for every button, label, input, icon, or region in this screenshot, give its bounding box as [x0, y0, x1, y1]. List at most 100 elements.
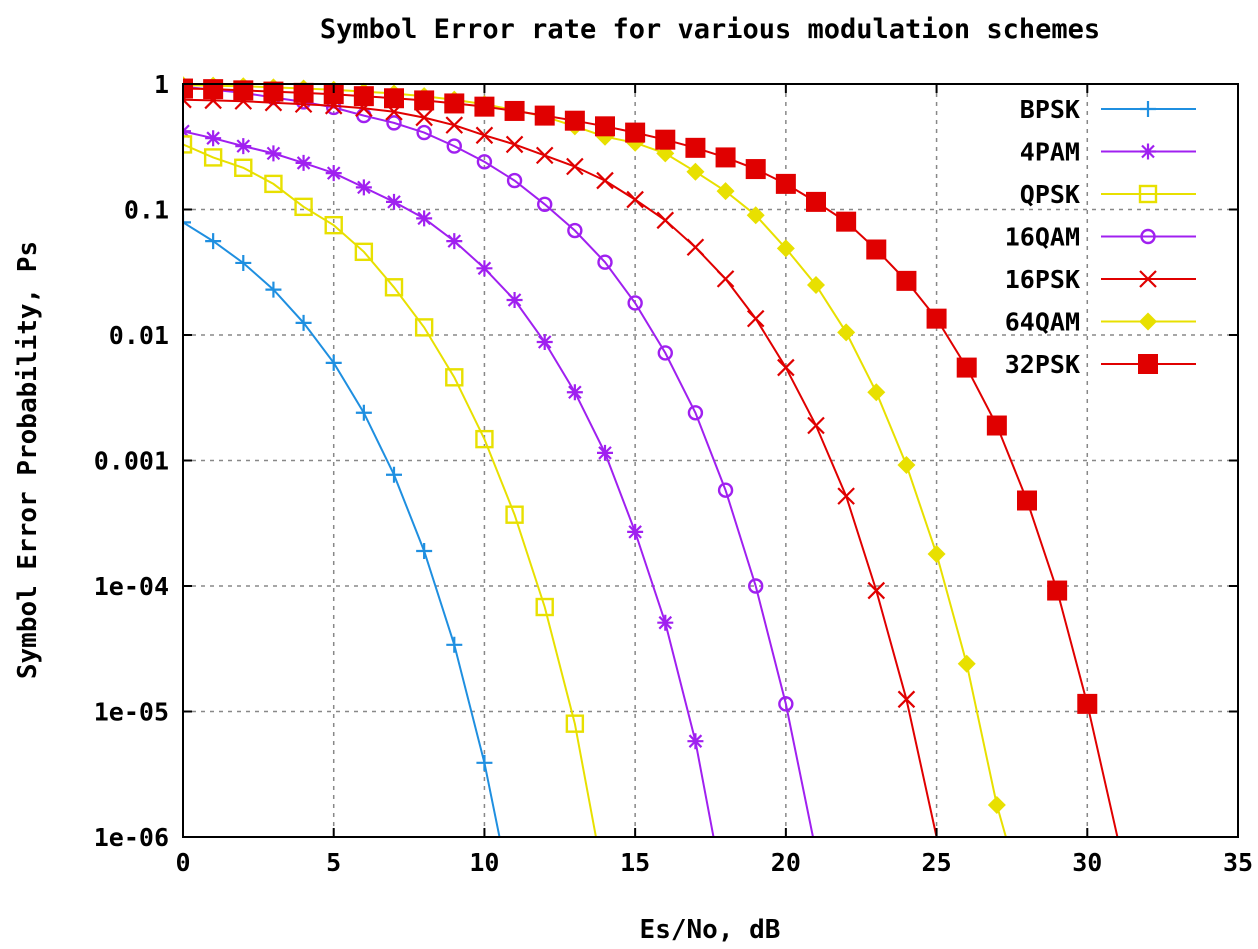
data-point: [295, 154, 312, 171]
series-line: [183, 143, 597, 837]
y-tick-label: 1e-06: [94, 823, 169, 852]
series-bpsk: [183, 214, 501, 837]
data-point: [183, 214, 191, 231]
x-tick-label: 5: [326, 848, 341, 877]
x-tick-label: 25: [922, 848, 952, 877]
legend-marker: [1138, 354, 1158, 374]
data-point: [716, 270, 735, 288]
data-point: [717, 482, 734, 498]
data-point: [183, 78, 193, 99]
data-point: [927, 544, 946, 563]
data-point: [926, 308, 947, 329]
data-point: [476, 154, 493, 170]
series-line: [183, 85, 814, 837]
x-axis-ticks: 0 5 10 15 20 25 30 35: [175, 84, 1253, 877]
data-point: [655, 129, 676, 150]
legend-label: 16PSK: [1005, 265, 1080, 294]
data-point: [384, 278, 404, 297]
legend-item: BPSK: [1020, 95, 1196, 124]
data-point: [745, 159, 766, 180]
data-point: [596, 171, 614, 190]
series-qpsk: [183, 135, 597, 837]
data-point: [687, 733, 704, 750]
legend-marker: [1139, 270, 1157, 288]
data-point: [566, 384, 583, 401]
legend-marker: [1140, 143, 1156, 160]
data-point: [295, 314, 312, 331]
series-layer: [183, 76, 1119, 837]
data-point: [446, 636, 463, 653]
data-point: [564, 110, 585, 131]
x-tick-label: 10: [469, 848, 499, 877]
data-point: [506, 172, 523, 189]
data-point: [746, 309, 765, 328]
series-line: [183, 130, 715, 837]
y-axis-ticks: 1e-06 1e-05 1e-04 0.001 0.01 0.1 1: [94, 70, 1238, 852]
x-tick-label: 35: [1223, 848, 1253, 877]
data-point: [657, 345, 673, 361]
data-point: [324, 215, 343, 235]
data-point: [957, 654, 976, 673]
data-point: [837, 487, 855, 505]
y-tick-label: 1: [154, 70, 169, 99]
legend-label: 16QAM: [1005, 223, 1080, 252]
data-point: [597, 444, 613, 461]
legend-marker: [1138, 184, 1158, 204]
data-point: [444, 93, 465, 114]
data-point: [235, 138, 252, 155]
data-point: [506, 292, 523, 309]
legend: BPSK 4PAM QPSK 16QAM 16PSK 64QAM 32PSK: [1005, 95, 1196, 379]
data-point: [323, 84, 344, 105]
data-point: [1077, 693, 1098, 714]
legend-marker: [1139, 312, 1157, 331]
chart-title: Symbol Error rate for various modulation…: [320, 14, 1100, 45]
data-point: [896, 270, 917, 291]
legend-marker: [1140, 101, 1156, 117]
legend-item: 16QAM: [1005, 223, 1196, 252]
legend-item: 64QAM: [1005, 308, 1196, 337]
data-point: [476, 260, 493, 277]
legend-label: 32PSK: [1005, 350, 1080, 379]
data-point: [687, 405, 704, 421]
data-point: [445, 368, 464, 387]
data-point: [748, 578, 764, 594]
data-point: [626, 190, 644, 209]
data-point: [233, 80, 254, 101]
data-point: [746, 206, 765, 225]
data-point: [205, 130, 222, 147]
data-point: [353, 86, 374, 107]
data-point: [536, 333, 553, 350]
data-point: [897, 690, 916, 709]
data-point: [203, 148, 223, 167]
data-point: [867, 383, 886, 402]
data-point: [235, 254, 252, 271]
data-point: [203, 79, 224, 100]
data-point: [446, 138, 462, 154]
data-point: [685, 137, 706, 158]
data-point: [355, 404, 372, 421]
data-point: [837, 323, 856, 342]
x-axis-label: Es/No, dB: [640, 915, 781, 945]
series-4pam: [183, 123, 715, 837]
data-point: [627, 523, 644, 540]
y-tick-label: 0.001: [94, 447, 169, 476]
data-point: [325, 165, 342, 182]
data-point: [386, 466, 402, 483]
data-point: [806, 191, 826, 212]
data-point: [264, 174, 283, 194]
data-point: [386, 115, 402, 131]
data-point: [505, 135, 524, 154]
y-tick-label: 0.1: [124, 196, 169, 225]
legend-item: 4PAM: [1020, 138, 1196, 167]
data-point: [807, 276, 825, 295]
data-point: [534, 105, 555, 126]
series-line: [183, 221, 501, 837]
legend-label: 64QAM: [1005, 308, 1080, 337]
data-point: [293, 82, 314, 103]
data-point: [504, 100, 525, 121]
data-point: [657, 614, 674, 631]
series-16qam: [183, 79, 814, 837]
data-point: [183, 135, 193, 154]
series-64qam: [183, 76, 1007, 837]
x-tick-label: 15: [620, 848, 650, 877]
